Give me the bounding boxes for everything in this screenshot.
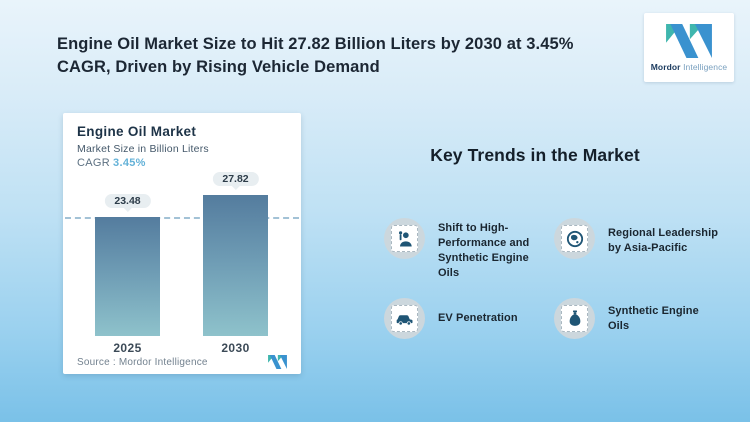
trend-label: EV Penetration — [438, 312, 518, 324]
mordor-logo-mark-icon — [666, 23, 712, 58]
source-row: Source : Mordor Intelligence — [77, 355, 289, 369]
trend-item-ev-penetration: EV Penetration — [384, 298, 562, 339]
bar-chart: 23.48 27.82 2025 2030 — [63, 113, 301, 355]
x-axis-label-2025: 2025 — [113, 341, 142, 355]
logo-wordmark: Mordor Intelligence — [651, 62, 728, 72]
trend-icon-circle — [554, 218, 595, 259]
value-label-2030: 27.82 — [212, 172, 259, 186]
trend-label: Regional Leadership by Asia-Pacific — [608, 227, 719, 254]
trend-item-asia-pacific: Regional Leadership by Asia-Pacific — [554, 218, 739, 259]
source-text: Source : Mordor Intelligence — [77, 356, 208, 368]
reference-dashed-line — [65, 217, 299, 219]
globe-asia-icon — [561, 225, 588, 252]
logo-word-intelligence: Intelligence — [683, 61, 728, 72]
mordor-mini-logo-icon — [268, 355, 287, 369]
bar-2025 — [95, 217, 160, 336]
cagr-row: CAGR 3.45% — [77, 157, 146, 169]
bar-2030 — [203, 195, 268, 336]
chart-title: Engine Oil Market — [77, 124, 197, 139]
value-label-2025: 23.48 — [104, 194, 151, 208]
x-axis-label-2030: 2030 — [221, 341, 250, 355]
trend-item-synthetic-shift: Shift to High-Performance and Synthetic … — [384, 218, 562, 281]
chart-subtitle: Market Size in Billion Liters — [77, 143, 209, 155]
trends-heading: Key Trends in the Market — [430, 145, 640, 165]
oil-bottle-icon — [561, 305, 588, 332]
trend-icon-circle — [554, 298, 595, 339]
trend-icon-circle — [384, 218, 425, 259]
mordor-intelligence-logo: Mordor Intelligence — [644, 13, 734, 82]
trend-label: Synthetic Engine Oils — [608, 305, 699, 332]
trend-label: Shift to High-Performance and Synthetic … — [438, 222, 530, 279]
trend-item-synthetic-oils: Synthetic Engine Oils — [554, 298, 739, 339]
car-icon — [391, 305, 418, 332]
chart-card: Engine Oil Market Market Size in Billion… — [63, 113, 301, 374]
cagr-value: 3.45% — [113, 157, 146, 169]
cagr-label: CAGR — [77, 157, 110, 169]
engineer-person-icon — [391, 225, 418, 252]
logo-word-mordor: Mordor — [650, 61, 681, 72]
trend-icon-circle — [384, 298, 425, 339]
page-title: Engine Oil Market Size to Hit 27.82 Bill… — [57, 35, 574, 76]
